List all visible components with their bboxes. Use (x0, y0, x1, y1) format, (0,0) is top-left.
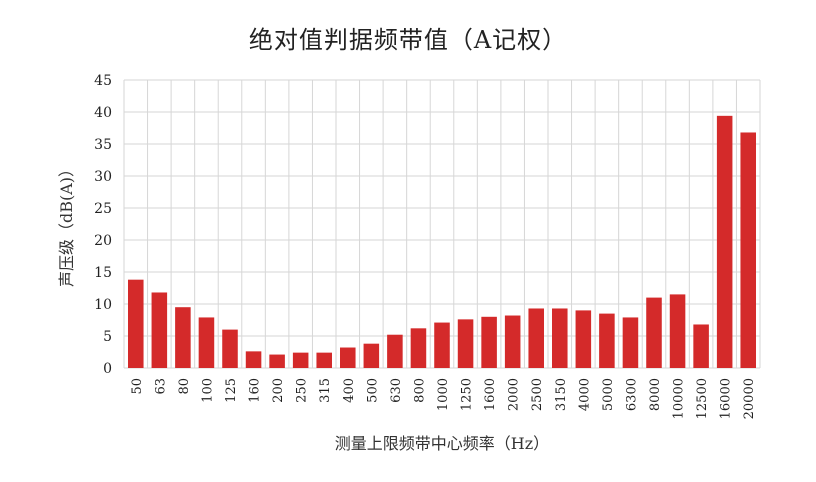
x-tick-label: 2000 (507, 378, 522, 411)
x-tick-label: 2500 (530, 378, 545, 411)
x-tick-label: 80 (177, 378, 192, 395)
x-tick-label: 800 (412, 378, 427, 403)
x-axis-title: 测量上限频带中心频率（Hz） (335, 434, 549, 453)
x-tick-label: 1000 (436, 378, 451, 411)
bar-63 (151, 292, 168, 368)
x-tick-label: 20000 (742, 378, 757, 419)
bar-20000 (740, 132, 756, 368)
bar-10000 (669, 294, 686, 368)
bar-800 (410, 328, 427, 368)
x-tick-label: 50 (130, 378, 145, 395)
x-tick-label: 100 (200, 378, 215, 403)
y-tick-label: 45 (94, 73, 112, 89)
y-tick-label: 30 (94, 169, 112, 185)
x-tick-label: 1250 (460, 378, 475, 411)
bar-6300 (622, 317, 639, 368)
x-tick-label: 16000 (719, 378, 734, 419)
bar-16000 (716, 115, 733, 368)
y-tick-label: 40 (94, 105, 112, 121)
x-tick-label: 400 (342, 378, 357, 403)
bar-100 (198, 317, 215, 368)
y-tick-label: 10 (94, 297, 112, 313)
x-tick-label: 1600 (483, 378, 498, 411)
y-tick-label: 35 (94, 137, 112, 153)
bar-2000 (504, 315, 521, 368)
x-tick-label: 200 (271, 378, 286, 403)
bars (128, 115, 756, 368)
x-tick-label: 12500 (695, 378, 710, 419)
x-tick-label: 315 (318, 378, 333, 403)
bar-50 (128, 279, 144, 368)
grid-lines (123, 79, 761, 369)
x-tick-label: 3150 (554, 378, 569, 411)
x-tick-label: 160 (248, 378, 263, 403)
x-tick-label: 630 (389, 378, 404, 403)
x-axis-ticks: 50 63 80 100 125 160 200 250 315 400 500 630 800 1000… (130, 378, 757, 419)
y-tick-label: 5 (103, 329, 112, 345)
bar-250 (292, 352, 309, 368)
x-tick-label: 8000 (648, 378, 663, 411)
bar-4000 (575, 310, 592, 368)
x-tick-label: 63 (153, 378, 168, 395)
bar-2500 (528, 308, 544, 368)
y-tick-label: 25 (94, 201, 112, 217)
bar-500 (363, 343, 380, 368)
bar-3150 (552, 308, 568, 368)
bar-315 (316, 352, 332, 368)
bar-8000 (646, 297, 662, 368)
bar-5000 (599, 313, 615, 368)
bar-630 (387, 334, 403, 368)
bar-12500 (693, 324, 709, 368)
chart-title: 绝对值判据频带值（A记权） (248, 26, 568, 54)
y-axis-title: 声压级（dB(A)） (57, 161, 76, 287)
bar-400 (340, 347, 356, 368)
x-tick-label: 4000 (577, 378, 592, 411)
bar-160 (245, 351, 262, 368)
bar-200 (269, 354, 285, 368)
x-tick-label: 6300 (624, 378, 639, 411)
y-tick-label: 0 (103, 361, 112, 377)
bar-1000 (434, 322, 450, 368)
y-tick-label: 20 (94, 233, 112, 249)
bar-80 (175, 307, 191, 368)
x-tick-label: 250 (295, 378, 310, 403)
y-axis-ticks: 0 5 10 15 20 25 30 35 40 45 (94, 73, 112, 377)
x-tick-label: 125 (224, 378, 239, 403)
x-tick-label: 500 (365, 378, 380, 403)
bar-125 (222, 329, 238, 368)
bar-1600 (481, 316, 497, 368)
x-tick-label: 5000 (601, 378, 616, 411)
y-tick-label: 15 (94, 265, 112, 281)
x-tick-label: 10000 (672, 378, 687, 419)
bar-1250 (457, 319, 474, 368)
